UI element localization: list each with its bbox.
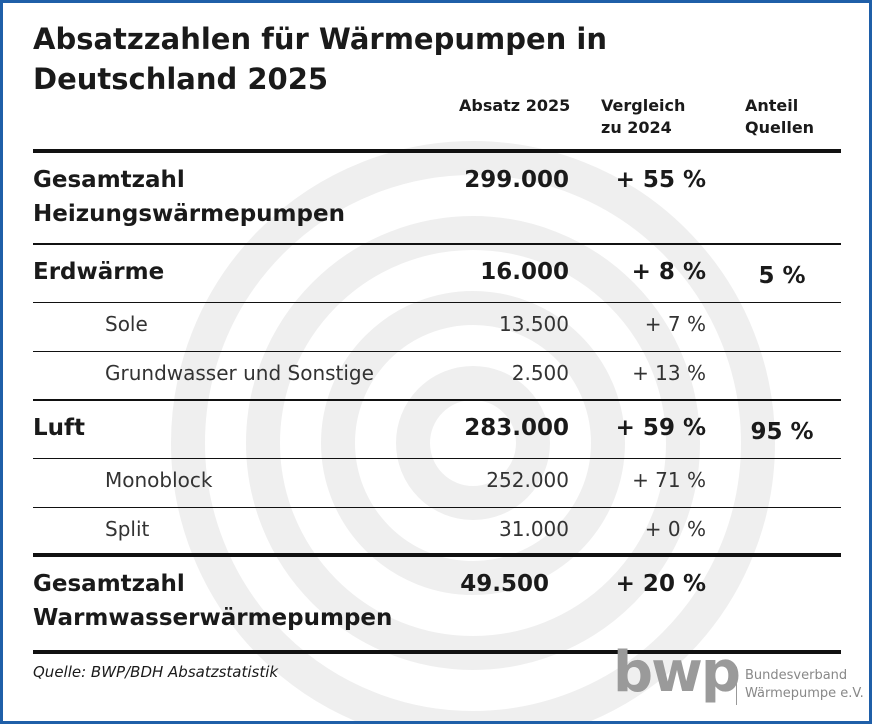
row-label: Grundwasser und Sonstige — [105, 361, 374, 385]
logo-line: Wärmepumpe e.V. — [745, 686, 864, 701]
row-label: Split — [105, 517, 150, 541]
change-cell: + 20 % — [615, 571, 706, 597]
sales-cell: 2.500 — [511, 361, 569, 385]
source-note: Quelle: BWP/BDH Absatzstatistik — [33, 663, 279, 681]
sales-cell: 31.000 — [499, 517, 569, 541]
row-label: Erdwärme — [33, 259, 165, 285]
table-row: Erdwärme 16.000 + 8 % 5 % — [33, 245, 841, 303]
change-cell: + 7 % — [644, 312, 706, 336]
title: Absatzzahlen für Wärmepumpen in Deutschl… — [33, 22, 607, 96]
sales-cell: 13.500 — [499, 312, 569, 336]
row-label: Monoblock — [105, 468, 213, 492]
column-header: Absatz 2025 — [459, 96, 571, 115]
change-cell: + 71 % — [632, 468, 706, 492]
row-label: Gesamtzahl Heizungswärmepumpen — [33, 167, 345, 227]
row-label: Gesamtzahl Warmwasserwärmepumpen — [33, 571, 393, 631]
row-label: Sole — [105, 312, 148, 336]
logo-name: Bundesverband Wärmepumpe e.V. — [745, 667, 864, 703]
sales-cell: 283.000 — [464, 415, 569, 441]
share-cell: 95 % — [750, 419, 814, 445]
sales-cell: 299.000 — [464, 167, 569, 193]
sales-cell: 49.500 — [460, 571, 549, 597]
change-cell: + 55 % — [615, 167, 706, 193]
table-row: Sole 13.500 + 7 % — [33, 303, 841, 352]
sales-cell: 16.000 — [480, 259, 569, 285]
logo-line: Bundesverband — [745, 668, 848, 683]
share-cell: 5 % — [758, 263, 806, 289]
change-cell: + 8 % — [631, 259, 706, 285]
logo-mark: bwp — [613, 640, 741, 705]
sales-cell: 252.000 — [486, 468, 569, 492]
table: Gesamtzahl Heizungswärmepumpen 299.000 + 5… — [33, 149, 841, 654]
logo-separator — [736, 667, 737, 705]
column-header: Anteil Quellen — [745, 96, 815, 137]
column-header: Vergleich zu 2024 — [601, 96, 686, 137]
table-row: Gesamtzahl Heizungswärmepumpen 299.000 + 5… — [33, 153, 841, 245]
table-row: Split 31.000 + 0 % — [33, 508, 841, 557]
change-cell: + 0 % — [644, 517, 706, 541]
table-row: Monoblock 252.000 + 71 % — [33, 459, 841, 508]
change-cell: + 59 % — [615, 415, 706, 441]
row-label: Luft — [33, 415, 86, 441]
table-row: Gesamtzahl Warmwasserwärmepumpen 49.500 + … — [33, 557, 841, 654]
table-row: Grundwasser und Sonstige 2.500 + 13 % — [33, 352, 841, 401]
change-cell: + 13 % — [632, 361, 706, 385]
table-row: Luft 283.000 + 59 % 95 % — [33, 401, 841, 459]
